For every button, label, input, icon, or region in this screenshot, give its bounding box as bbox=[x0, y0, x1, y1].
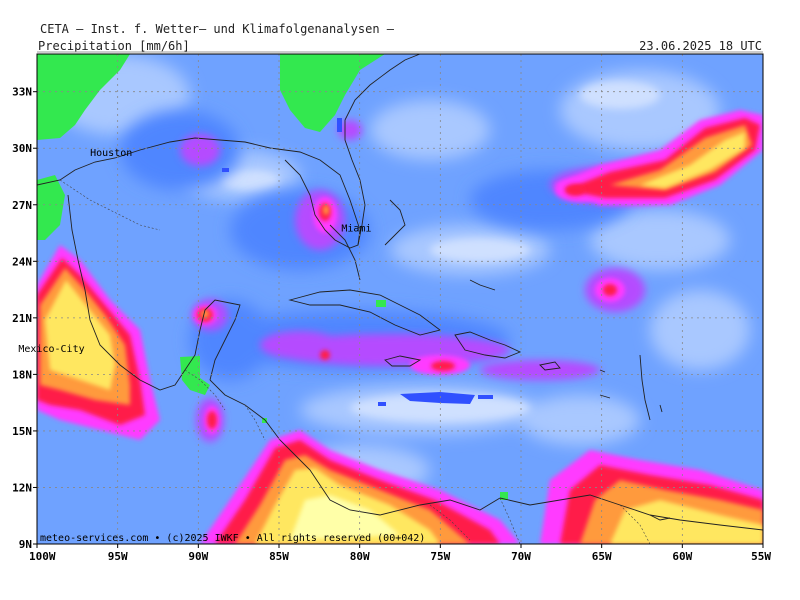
atlantic-rain-band bbox=[555, 110, 763, 205]
very-light-areas bbox=[220, 81, 660, 422]
city-label: Miami bbox=[341, 223, 371, 234]
lat-tick-label: 33N bbox=[12, 86, 32, 99]
lon-tick-label: 65W bbox=[592, 550, 612, 563]
intense-cores bbox=[197, 184, 617, 429]
lat-tick-label: 18N bbox=[12, 368, 32, 381]
parameter-title: Precipitation [mm/6h] bbox=[38, 39, 190, 53]
lon-tick-label: 70W bbox=[511, 550, 531, 563]
lat-tick-label: 15N bbox=[12, 425, 32, 438]
borders bbox=[59, 179, 651, 544]
south-america-heavy-precip bbox=[200, 430, 763, 544]
lon-tick-label: 95W bbox=[108, 550, 128, 563]
green-areas bbox=[37, 54, 508, 500]
lon-tick-label: 90W bbox=[188, 550, 208, 563]
lon-tick-label: 80W bbox=[350, 550, 370, 563]
lon-tick-label: 85W bbox=[269, 550, 289, 563]
lon-tick-label: 100W bbox=[29, 550, 56, 563]
lon-tick-label: 75W bbox=[430, 550, 450, 563]
orange-cores bbox=[201, 205, 329, 318]
lon-tick-label: 55W bbox=[751, 550, 771, 563]
graticule bbox=[37, 54, 763, 544]
lat-tick-label: 21N bbox=[12, 312, 32, 325]
dark-blue-areas bbox=[222, 118, 493, 406]
lat-tick-label: 9N bbox=[19, 538, 32, 551]
city-label: Mexico-City bbox=[18, 344, 84, 355]
lat-tick-label: 30N bbox=[12, 142, 32, 155]
field-layer bbox=[37, 54, 763, 544]
city-label: Houston bbox=[90, 148, 132, 159]
city-markers: Houston Miami Mexico-City bbox=[18, 148, 371, 355]
lat-tick-label: 27N bbox=[12, 199, 32, 212]
lat-tick-label: 24N bbox=[12, 255, 32, 268]
mexico-heavy-precip bbox=[37, 245, 160, 440]
lon-tick-label: 60W bbox=[672, 550, 692, 563]
credit-line: meteo-services.com • (c)2025 IWKF • All … bbox=[40, 533, 425, 544]
lat-tick-label: 12N bbox=[12, 481, 32, 494]
valid-time: 23.06.2025 18 UTC bbox=[639, 39, 762, 53]
institute-title: CETA – Inst. f. Wetter– und Klimafolgena… bbox=[40, 22, 395, 36]
